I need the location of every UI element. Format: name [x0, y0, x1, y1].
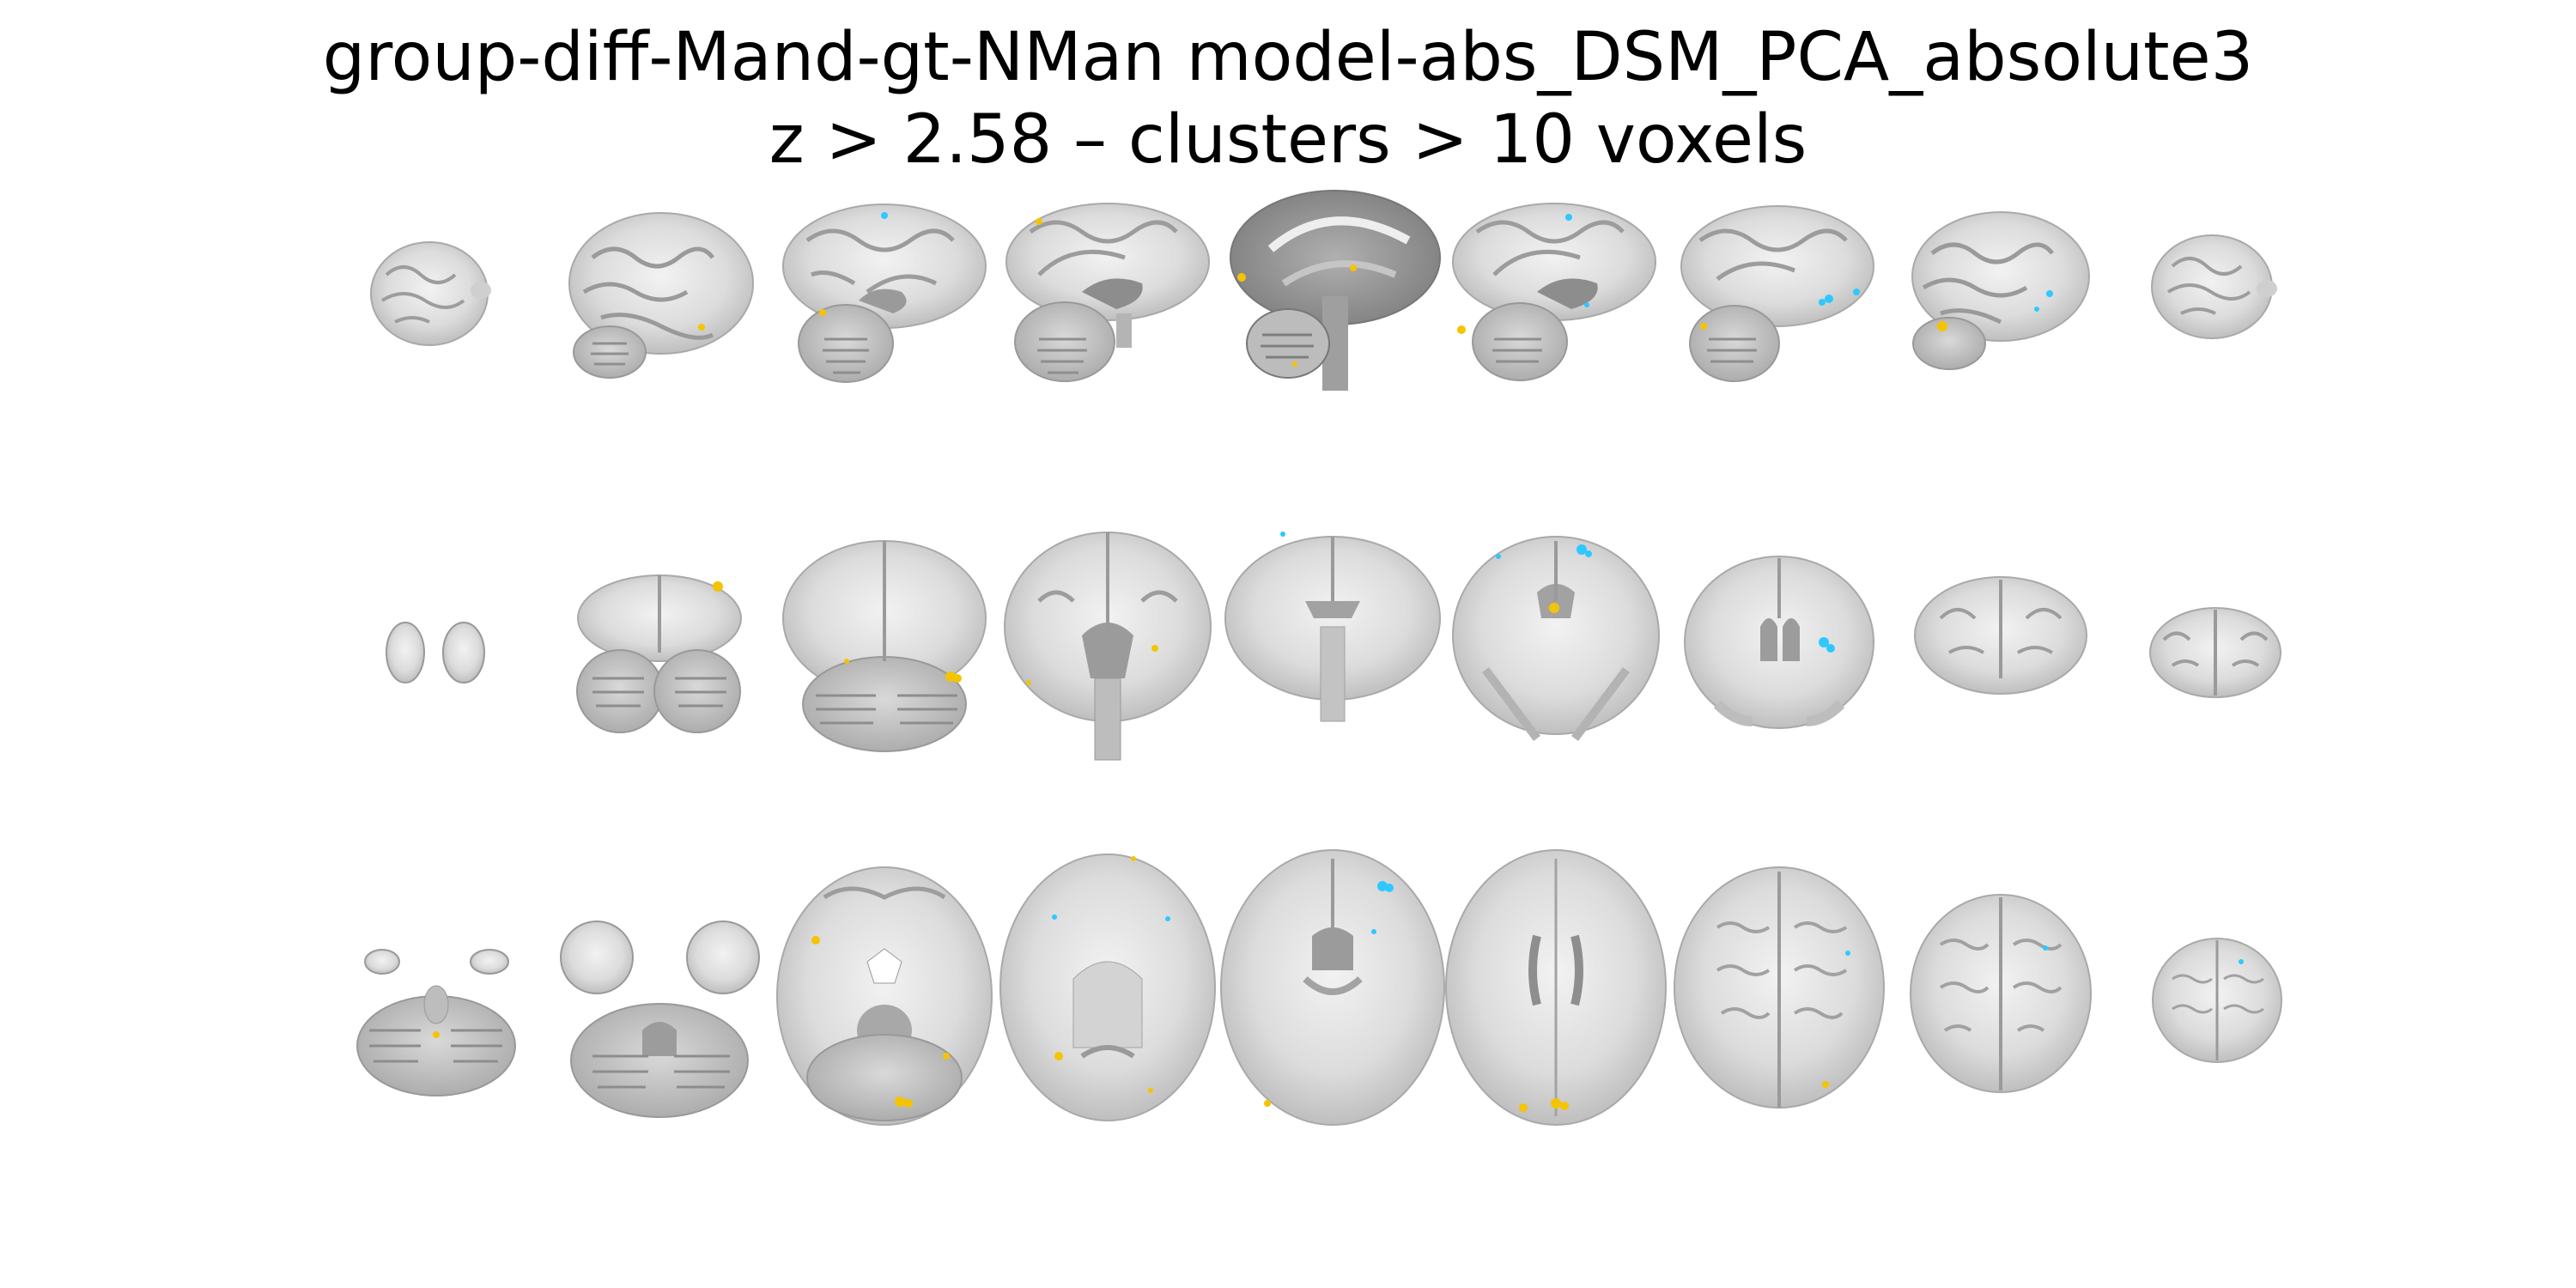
axial-slice: [1445, 849, 1667, 1126]
coronal-slice: [576, 574, 742, 733]
figure-title-line2: z > 2.58 – clusters > 10 voxels: [769, 101, 1807, 179]
coronal-row: [386, 532, 2281, 761]
sagittal-slice: [1911, 211, 2090, 370]
sagittal-slice: [1005, 203, 1210, 382]
sagittal-slice: [568, 212, 754, 379]
sagittal-slice: [1230, 190, 1441, 391]
figure-title-line1: group-diff-Mand-gt-NMan model-abs_DSM_PC…: [322, 19, 2254, 96]
axial-slice: [1910, 894, 2092, 1093]
coronal-slice: [1914, 576, 2087, 695]
sagittal-slice: [782, 204, 987, 383]
sagittal-slice: [1680, 205, 1874, 382]
coronal-slice: [1452, 536, 1660, 742]
sagittal-slice: [2151, 234, 2277, 339]
axial-slice: [560, 920, 760, 1118]
axial-slice: [356, 949, 516, 1097]
axial-slice: [2152, 938, 2282, 1063]
coronal-slice: [1224, 532, 1441, 722]
sagittal-row: [370, 190, 2277, 391]
coronal-slice: [386, 622, 485, 683]
axial-slice: [1674, 866, 1885, 1109]
coronal-slice: [1684, 556, 1874, 729]
axial-slice: [776, 866, 993, 1126]
coronal-slice: [2149, 607, 2281, 698]
coronal-slice: [1004, 532, 1212, 761]
axial-row: [356, 849, 2282, 1126]
sagittal-slice: [370, 241, 491, 346]
coronal-slice: [782, 540, 987, 752]
axial-slice: [999, 854, 1216, 1121]
axial-slice: [1220, 849, 1445, 1126]
sagittal-slice: [1452, 203, 1656, 381]
